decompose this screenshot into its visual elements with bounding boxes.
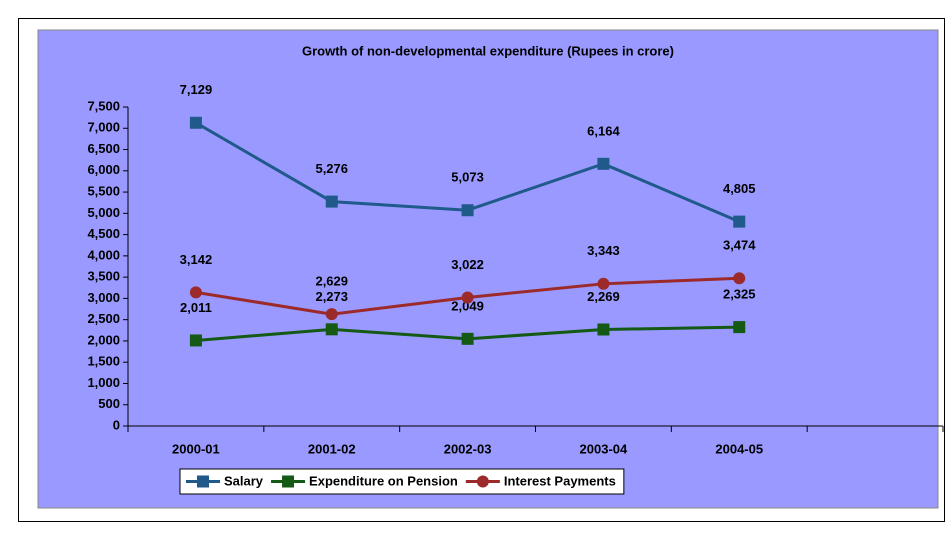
- y-tick-label: 5,500: [87, 184, 120, 199]
- point: [325, 195, 338, 208]
- point: [461, 332, 474, 345]
- point: [189, 334, 202, 347]
- data-label: 2,011: [180, 300, 212, 315]
- data-label: 3,142: [180, 252, 213, 267]
- data-label: 6,164: [587, 123, 620, 138]
- x-tick-label: 2004-05: [715, 441, 763, 456]
- y-tick-label: 4,500: [87, 226, 120, 241]
- y-tick-label: 2,500: [87, 311, 120, 326]
- x-tick-label: 2000-01: [172, 441, 220, 456]
- point: [733, 321, 746, 334]
- data-label: 2,269: [587, 289, 620, 304]
- data-label: 2,325: [723, 287, 756, 302]
- data-label: 5,276: [315, 161, 348, 176]
- data-label: 3,474: [723, 238, 756, 253]
- x-tick-label: 2002-03: [444, 441, 492, 456]
- point: [189, 286, 202, 299]
- y-tick-label: 6,500: [87, 141, 120, 156]
- legend-box: [179, 468, 625, 495]
- y-tick-label: 0: [113, 417, 120, 432]
- point: [325, 323, 338, 336]
- point: [461, 291, 474, 304]
- data-label: 2,273: [315, 289, 348, 304]
- point: [597, 323, 610, 336]
- plot-background: [37, 29, 939, 509]
- data-label: 2,629: [315, 274, 348, 289]
- y-tick-label: 5,000: [87, 205, 120, 220]
- data-label: 2,049: [451, 298, 484, 313]
- y-tick-label: 2,000: [87, 332, 120, 347]
- data-label: 3,343: [587, 243, 620, 258]
- data-label: 7,129: [180, 82, 213, 97]
- legend-label: Salary: [224, 473, 264, 488]
- y-tick-label: 6,000: [87, 162, 120, 177]
- y-tick-label: 500: [98, 396, 120, 411]
- point: [197, 475, 209, 488]
- y-tick-label: 1,500: [87, 354, 120, 369]
- x-tick-label: 2003-04: [580, 441, 628, 456]
- chart-title: Growth of non-developmental expenditure …: [302, 43, 674, 58]
- point: [733, 272, 746, 285]
- y-tick-label: 7,500: [87, 98, 120, 113]
- point: [597, 277, 610, 290]
- legend-label: Interest Payments: [504, 473, 616, 488]
- y-tick-label: 4,000: [87, 247, 120, 262]
- data-label: 4,805: [723, 181, 756, 196]
- data-label: 3,022: [451, 257, 484, 272]
- point: [476, 475, 489, 488]
- x-tick-label: 2001-02: [308, 441, 356, 456]
- y-tick-label: 7,000: [87, 120, 120, 135]
- point: [461, 204, 474, 217]
- point: [282, 475, 295, 488]
- y-tick-label: 3,000: [87, 290, 120, 305]
- point: [325, 308, 338, 321]
- point: [733, 215, 746, 228]
- data-label: 5,073: [451, 170, 484, 185]
- point: [597, 157, 610, 170]
- y-tick-label: 1,000: [87, 375, 120, 390]
- legend: Salary Expenditure on Pension Interest Pay…: [179, 468, 625, 495]
- y-tick-label: 3,500: [87, 269, 120, 284]
- legend-label: Expenditure on Pension: [309, 473, 458, 488]
- point: [189, 116, 202, 129]
